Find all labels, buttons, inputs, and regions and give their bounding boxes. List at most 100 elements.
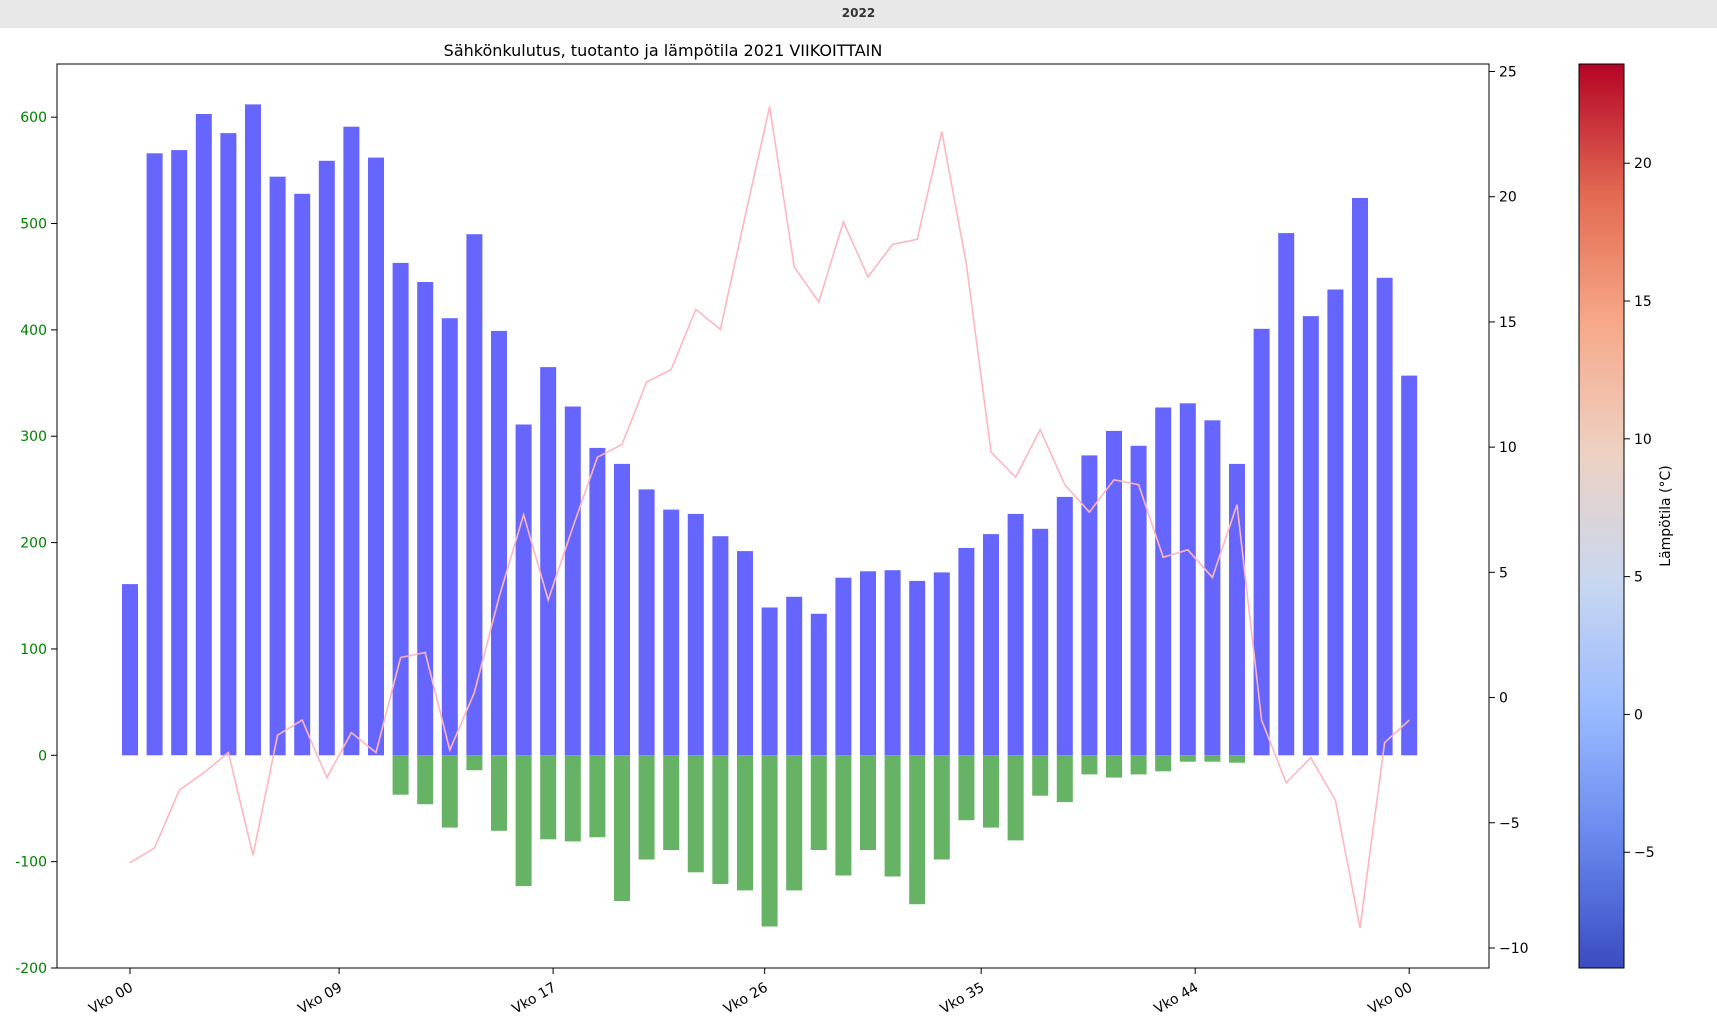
- colorbar-tick-label: 0: [1634, 707, 1643, 723]
- x-tick-label: Vko 17: [510, 980, 560, 1018]
- consumption-bar-41: [1130, 445, 1147, 756]
- consumption-bar-18: [564, 406, 581, 756]
- year-label: 2022: [841, 6, 876, 20]
- production-bar-44: [1204, 755, 1221, 762]
- consumption-bar-44: [1204, 420, 1221, 756]
- consumption-bar-40: [1106, 430, 1122, 756]
- colorbar-tick-label: 5: [1634, 570, 1643, 586]
- consumption-bar-38: [1056, 496, 1073, 756]
- production-bar-28: [810, 755, 827, 850]
- production-bar-39: [1081, 755, 1098, 775]
- consumption-bar-25: [737, 551, 753, 756]
- production-bar-12: [417, 755, 434, 805]
- production-bar-25: [737, 755, 753, 891]
- x-tick-label: Vko 00: [86, 980, 136, 1018]
- production-bar-20: [614, 755, 630, 901]
- consumption-bar-19: [589, 447, 606, 756]
- consumption-bar-51: [1376, 277, 1393, 756]
- production-bar-41: [1130, 755, 1147, 775]
- plot-frame: [56, 63, 1490, 969]
- x-tick-label: Vko 35: [938, 980, 988, 1018]
- production-bar-11: [392, 755, 409, 795]
- left-tick-label: 400: [20, 323, 47, 339]
- production-bar-26: [761, 755, 778, 927]
- consumption-bar-37: [1032, 528, 1049, 756]
- consumption-bar-34: [958, 547, 975, 756]
- consumption-bar-39: [1081, 455, 1098, 756]
- consumption-bar-49: [1327, 289, 1344, 756]
- production-bar-38: [1056, 755, 1073, 803]
- consumption-bar-9: [343, 126, 360, 756]
- consumption-bar-4: [220, 133, 237, 756]
- left-tick-label: -100: [15, 855, 47, 871]
- production-bar-32: [909, 755, 926, 905]
- consumption-bar-26: [761, 607, 778, 756]
- x-tick-label: Vko 44: [1152, 980, 1202, 1018]
- production-bars: [392, 755, 1245, 927]
- production-bar-14: [466, 755, 483, 771]
- consumption-bar-31: [884, 570, 901, 756]
- right-tick-label: 10: [1499, 440, 1517, 456]
- consumption-bar-28: [810, 613, 827, 756]
- consumption-bar-11: [392, 262, 409, 756]
- right-tick-label: 25: [1499, 65, 1517, 81]
- consumption-bar-6: [269, 176, 286, 756]
- left-tick-label: 500: [20, 217, 47, 233]
- chart-title: Sähkönkulutus, tuotanto ja lämpötila 202…: [444, 41, 883, 60]
- production-bar-36: [1007, 755, 1024, 841]
- x-axis: Vko 00 Vko 09 Vko 17 Vko 26 Vko 35 Vko 44 Vko …: [86, 968, 1415, 1017]
- production-bar-42: [1155, 755, 1172, 772]
- consumption-bar-29: [835, 577, 852, 756]
- consumption-bar-2: [171, 150, 188, 756]
- consumption-bar-3: [195, 114, 212, 756]
- right-tick-label: 20: [1499, 190, 1517, 206]
- consumption-bar-20: [614, 463, 630, 756]
- consumption-bar-14: [466, 234, 483, 756]
- production-bar-35: [983, 755, 999, 828]
- production-bar-22: [663, 755, 680, 850]
- production-bar-17: [540, 755, 557, 840]
- colorbar-tick-label: 20: [1634, 156, 1652, 172]
- right-tick-label: 15: [1499, 315, 1517, 331]
- consumption-bar-30: [860, 571, 876, 756]
- production-bar-33: [933, 755, 950, 860]
- consumption-bar-52: [1401, 375, 1418, 756]
- consumption-bar-22: [663, 509, 680, 756]
- production-bar-34: [958, 755, 975, 821]
- production-bar-15: [491, 755, 507, 831]
- consumption-bar-8: [318, 160, 335, 756]
- production-bar-37: [1032, 755, 1049, 796]
- consumption-bar-47: [1278, 233, 1295, 756]
- consumption-bar-48: [1302, 316, 1319, 756]
- right-y-axis: −10 −5 0 5 10 15 20 25: [1489, 65, 1529, 957]
- consumption-bar-16: [515, 424, 532, 756]
- consumption-bar-10: [368, 157, 384, 756]
- x-tick-label: Vko 26: [721, 980, 771, 1018]
- top-bar: 2022: [0, 0, 1717, 28]
- consumption-bar-1: [146, 153, 163, 756]
- colorbar-axis: −5 0 5 10 15 20: [1624, 156, 1655, 861]
- consumption-bar-42: [1155, 407, 1172, 756]
- colorbar-tick-label: 10: [1634, 432, 1652, 448]
- consumption-bar-33: [933, 572, 950, 756]
- left-tick-label: 100: [20, 642, 47, 658]
- right-tick-label: −5: [1499, 816, 1520, 832]
- production-bar-18: [564, 755, 581, 842]
- production-bar-45: [1229, 755, 1245, 763]
- consumption-bar-50: [1352, 198, 1368, 756]
- production-bar-13: [441, 755, 458, 828]
- consumption-bar-43: [1179, 403, 1196, 756]
- production-bar-21: [638, 755, 655, 860]
- consumption-bar-35: [983, 534, 999, 756]
- production-bar-31: [884, 755, 901, 877]
- x-tick-label: Vko 09: [296, 980, 346, 1018]
- consumption-bar-0: [122, 584, 138, 756]
- colorbar-label: Lämpötila (°C): [1658, 465, 1674, 566]
- left-y-axis: -200 -100 0 100 200 300 400 500 600: [15, 110, 57, 977]
- consumption-bar-46: [1253, 328, 1270, 756]
- consumption-bars: [122, 104, 1418, 756]
- consumption-bar-13: [441, 318, 458, 756]
- left-tick-label: 600: [20, 110, 47, 126]
- production-bar-16: [515, 755, 532, 887]
- production-bar-23: [687, 755, 704, 873]
